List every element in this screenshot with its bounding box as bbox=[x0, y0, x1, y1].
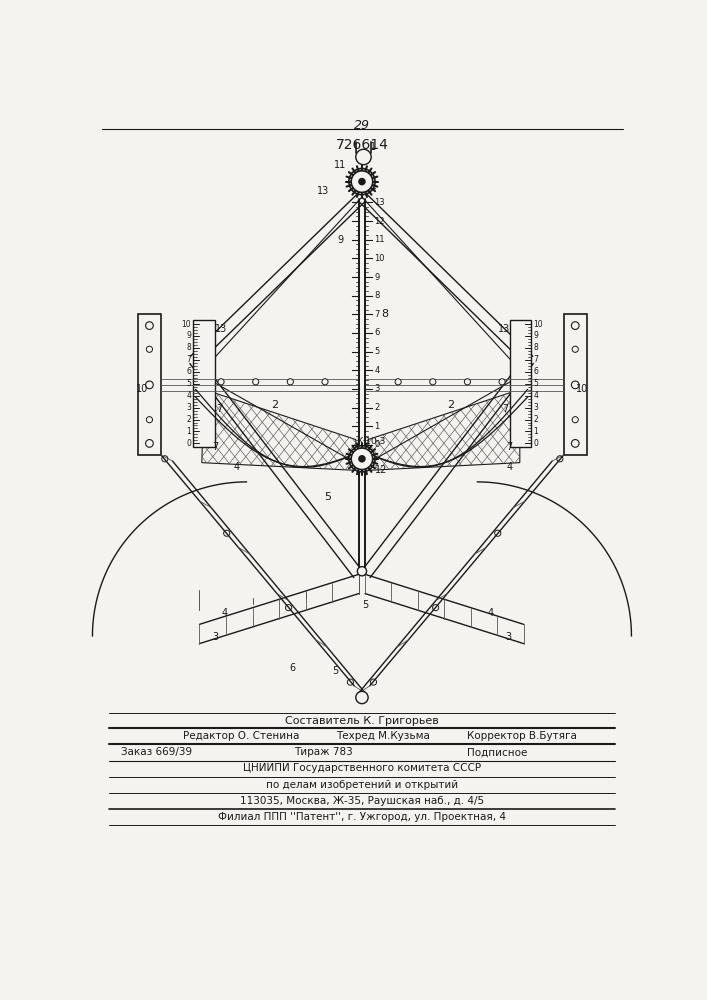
Text: 7: 7 bbox=[213, 442, 218, 452]
Text: 8: 8 bbox=[186, 343, 191, 352]
Text: 113035, Москва, Ж-35, Раушская наб., д. 4/5: 113035, Москва, Ж-35, Раушская наб., д. … bbox=[240, 796, 484, 806]
Text: 1: 1 bbox=[370, 142, 376, 152]
Bar bbox=[138, 314, 161, 455]
Text: 1: 1 bbox=[186, 427, 191, 436]
Text: 7: 7 bbox=[534, 355, 539, 364]
Text: 7: 7 bbox=[506, 442, 512, 452]
Text: 4: 4 bbox=[488, 608, 493, 618]
Circle shape bbox=[351, 171, 373, 192]
Text: 14: 14 bbox=[366, 183, 376, 192]
Text: 5: 5 bbox=[374, 347, 380, 356]
Text: 13: 13 bbox=[498, 324, 510, 334]
Text: 7: 7 bbox=[502, 404, 508, 414]
Text: К·10·3: К·10·3 bbox=[356, 437, 386, 446]
Text: 9: 9 bbox=[337, 235, 344, 245]
Text: 4: 4 bbox=[233, 462, 240, 472]
Text: 9: 9 bbox=[186, 331, 191, 340]
Text: 2: 2 bbox=[447, 400, 454, 410]
Text: 6: 6 bbox=[290, 663, 296, 673]
Text: 7: 7 bbox=[216, 404, 223, 414]
Circle shape bbox=[430, 379, 436, 385]
Text: 6: 6 bbox=[186, 367, 191, 376]
Text: Тираж 783: Тираж 783 bbox=[294, 747, 353, 757]
Bar bbox=[563, 314, 587, 455]
Circle shape bbox=[322, 379, 328, 385]
Text: 4: 4 bbox=[374, 366, 380, 375]
Circle shape bbox=[395, 379, 402, 385]
Text: 8: 8 bbox=[534, 343, 539, 352]
Text: 11: 11 bbox=[334, 160, 346, 170]
Circle shape bbox=[464, 379, 471, 385]
Text: 13: 13 bbox=[317, 186, 329, 196]
Text: Редактор О. Стенина: Редактор О. Стенина bbox=[182, 731, 299, 741]
Bar bbox=[510, 320, 532, 447]
Text: 0: 0 bbox=[186, 439, 191, 448]
Text: 4: 4 bbox=[222, 608, 228, 618]
Circle shape bbox=[252, 379, 259, 385]
Text: 3: 3 bbox=[534, 403, 539, 412]
Text: 10: 10 bbox=[182, 320, 191, 329]
Text: Корректор В.Бутяга: Корректор В.Бутяга bbox=[467, 731, 578, 741]
Circle shape bbox=[218, 379, 224, 385]
Circle shape bbox=[359, 179, 365, 185]
Text: 3: 3 bbox=[212, 632, 218, 642]
Circle shape bbox=[349, 446, 375, 472]
Text: 1: 1 bbox=[374, 422, 380, 431]
Circle shape bbox=[359, 456, 365, 462]
Text: 5: 5 bbox=[363, 600, 369, 610]
Text: 2: 2 bbox=[534, 415, 539, 424]
Text: 2: 2 bbox=[271, 400, 279, 410]
Text: 4: 4 bbox=[186, 391, 191, 400]
Text: 10: 10 bbox=[534, 320, 543, 329]
Text: 29: 29 bbox=[354, 119, 370, 132]
Circle shape bbox=[357, 567, 366, 576]
Text: Техред М.Кузьма: Техред М.Кузьма bbox=[337, 731, 431, 741]
Text: Подписное: Подписное bbox=[467, 747, 528, 757]
Text: 2: 2 bbox=[374, 403, 380, 412]
Text: 4: 4 bbox=[534, 391, 539, 400]
Text: 2: 2 bbox=[186, 415, 191, 424]
Text: 10: 10 bbox=[136, 384, 148, 394]
Circle shape bbox=[349, 169, 375, 195]
Text: 5: 5 bbox=[186, 379, 191, 388]
Bar bbox=[193, 320, 215, 447]
Text: 5: 5 bbox=[534, 379, 539, 388]
Circle shape bbox=[287, 379, 293, 385]
Circle shape bbox=[499, 379, 506, 385]
Text: 10: 10 bbox=[576, 384, 588, 394]
Text: 3: 3 bbox=[186, 403, 191, 412]
Text: 11: 11 bbox=[374, 235, 385, 244]
Text: 5: 5 bbox=[324, 492, 331, 502]
Text: 3: 3 bbox=[506, 632, 511, 642]
Text: 4: 4 bbox=[507, 462, 513, 472]
Text: Филиал ППП ''Патент'', г. Ужгород, ул. Проектная, 4: Филиал ППП ''Патент'', г. Ужгород, ул. П… bbox=[218, 812, 506, 822]
Text: 10: 10 bbox=[374, 254, 385, 263]
Text: 6: 6 bbox=[374, 328, 380, 337]
Text: 12: 12 bbox=[374, 217, 385, 226]
Circle shape bbox=[351, 448, 373, 470]
Text: 1: 1 bbox=[534, 427, 539, 436]
Text: 9: 9 bbox=[374, 273, 380, 282]
Text: Заказ 669/39: Заказ 669/39 bbox=[121, 747, 192, 757]
Text: 12: 12 bbox=[375, 465, 387, 475]
Text: 7: 7 bbox=[186, 355, 191, 364]
Text: Составитель К. Григорьев: Составитель К. Григорьев bbox=[285, 716, 439, 726]
Text: 8: 8 bbox=[382, 309, 389, 319]
Text: 13: 13 bbox=[374, 198, 385, 207]
Text: 13: 13 bbox=[215, 324, 227, 334]
Circle shape bbox=[356, 691, 368, 704]
Text: 7: 7 bbox=[374, 310, 380, 319]
Text: 3: 3 bbox=[374, 384, 380, 393]
Text: 9: 9 bbox=[534, 331, 539, 340]
Text: ЦНИИПИ Государственного комитета СССР: ЦНИИПИ Государственного комитета СССР bbox=[243, 763, 481, 773]
Text: 0: 0 bbox=[374, 440, 380, 449]
Text: 8: 8 bbox=[374, 291, 380, 300]
Text: 0: 0 bbox=[534, 439, 539, 448]
Circle shape bbox=[356, 149, 371, 165]
Text: 6: 6 bbox=[534, 367, 539, 376]
Text: по делам изобретений и открытий: по делам изобретений и открытий bbox=[266, 780, 458, 790]
Text: 726614: 726614 bbox=[336, 138, 388, 152]
Text: 5: 5 bbox=[332, 666, 338, 676]
